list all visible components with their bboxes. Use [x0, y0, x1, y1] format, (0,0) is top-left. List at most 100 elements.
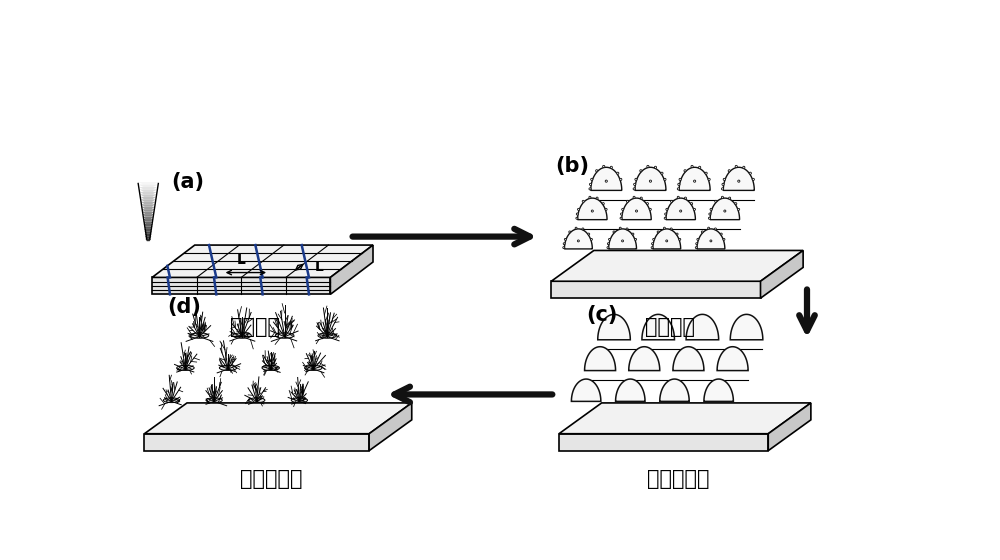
Text: 激光烧蚀: 激光烧蚀 [645, 318, 695, 338]
Circle shape [743, 166, 745, 169]
Circle shape [735, 203, 737, 204]
Ellipse shape [206, 398, 222, 403]
Circle shape [709, 213, 711, 215]
Ellipse shape [190, 333, 209, 338]
Ellipse shape [262, 365, 279, 370]
Ellipse shape [219, 365, 237, 370]
Polygon shape [761, 250, 803, 298]
Circle shape [677, 188, 679, 190]
Circle shape [657, 231, 659, 233]
Circle shape [694, 180, 696, 182]
Circle shape [635, 239, 637, 240]
Circle shape [632, 233, 634, 235]
Circle shape [602, 203, 604, 204]
Circle shape [654, 166, 657, 169]
Polygon shape [622, 198, 651, 220]
Circle shape [635, 178, 637, 180]
Polygon shape [642, 314, 674, 340]
Circle shape [620, 213, 623, 215]
Circle shape [575, 227, 577, 229]
Circle shape [721, 196, 723, 198]
Circle shape [691, 203, 693, 204]
Ellipse shape [291, 398, 308, 403]
Circle shape [696, 242, 698, 245]
Circle shape [720, 233, 722, 235]
Polygon shape [551, 250, 803, 281]
Circle shape [619, 227, 621, 229]
Polygon shape [143, 217, 154, 219]
Circle shape [664, 217, 666, 220]
Circle shape [617, 172, 619, 174]
Circle shape [708, 227, 710, 229]
Circle shape [633, 196, 635, 198]
Circle shape [564, 239, 566, 240]
Text: L: L [237, 253, 246, 267]
Circle shape [749, 172, 751, 174]
Circle shape [563, 246, 565, 249]
Circle shape [590, 239, 592, 240]
Circle shape [633, 188, 635, 190]
Ellipse shape [249, 398, 265, 403]
Circle shape [671, 200, 673, 202]
Polygon shape [585, 347, 616, 371]
Circle shape [591, 178, 593, 180]
Ellipse shape [177, 365, 194, 370]
Text: 电化学抛光: 电化学抛光 [647, 469, 709, 489]
Polygon shape [679, 167, 710, 190]
Circle shape [582, 200, 584, 202]
Circle shape [613, 231, 615, 233]
Circle shape [661, 172, 663, 174]
Polygon shape [559, 433, 768, 451]
Polygon shape [578, 198, 607, 220]
Circle shape [676, 233, 678, 235]
Text: L: L [315, 260, 323, 274]
Polygon shape [145, 239, 151, 241]
Polygon shape [768, 403, 811, 451]
Circle shape [664, 178, 666, 180]
Circle shape [729, 197, 731, 199]
Polygon shape [330, 245, 373, 295]
Polygon shape [145, 234, 152, 236]
Circle shape [622, 208, 624, 211]
Polygon shape [138, 182, 158, 185]
Polygon shape [697, 229, 725, 249]
Circle shape [596, 170, 598, 172]
Ellipse shape [233, 333, 251, 338]
Polygon shape [369, 403, 412, 451]
Polygon shape [140, 192, 157, 194]
Circle shape [697, 239, 699, 240]
Polygon shape [666, 198, 695, 220]
Circle shape [679, 178, 681, 180]
Circle shape [576, 213, 578, 215]
Circle shape [678, 183, 680, 185]
Polygon shape [144, 226, 153, 229]
Polygon shape [710, 198, 740, 220]
Circle shape [693, 208, 695, 211]
Polygon shape [660, 379, 689, 402]
Circle shape [724, 210, 726, 212]
Polygon shape [629, 347, 660, 371]
Ellipse shape [318, 333, 337, 338]
Circle shape [666, 208, 668, 211]
Circle shape [605, 180, 607, 182]
Circle shape [735, 165, 737, 167]
Circle shape [680, 210, 682, 212]
Circle shape [582, 228, 584, 230]
Circle shape [649, 208, 651, 211]
Polygon shape [140, 194, 157, 197]
Circle shape [670, 228, 672, 230]
Circle shape [653, 239, 655, 240]
Circle shape [589, 196, 591, 198]
Polygon shape [141, 207, 155, 209]
Polygon shape [564, 229, 592, 249]
Polygon shape [139, 187, 157, 189]
Circle shape [620, 178, 622, 180]
Circle shape [728, 170, 730, 172]
Circle shape [634, 183, 636, 185]
Circle shape [708, 217, 710, 220]
Circle shape [640, 197, 642, 199]
Circle shape [695, 246, 697, 249]
Circle shape [626, 228, 628, 230]
Ellipse shape [163, 398, 180, 403]
Circle shape [647, 165, 649, 167]
